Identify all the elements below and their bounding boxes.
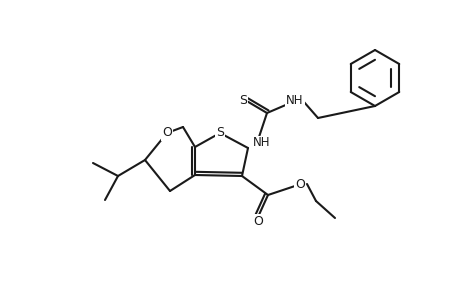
Text: S: S	[216, 127, 224, 140]
Text: O: O	[294, 178, 304, 190]
Text: NH: NH	[285, 94, 303, 106]
Text: O: O	[252, 215, 263, 229]
Text: NH: NH	[253, 136, 270, 149]
Text: S: S	[239, 94, 246, 106]
Text: O: O	[162, 127, 172, 140]
